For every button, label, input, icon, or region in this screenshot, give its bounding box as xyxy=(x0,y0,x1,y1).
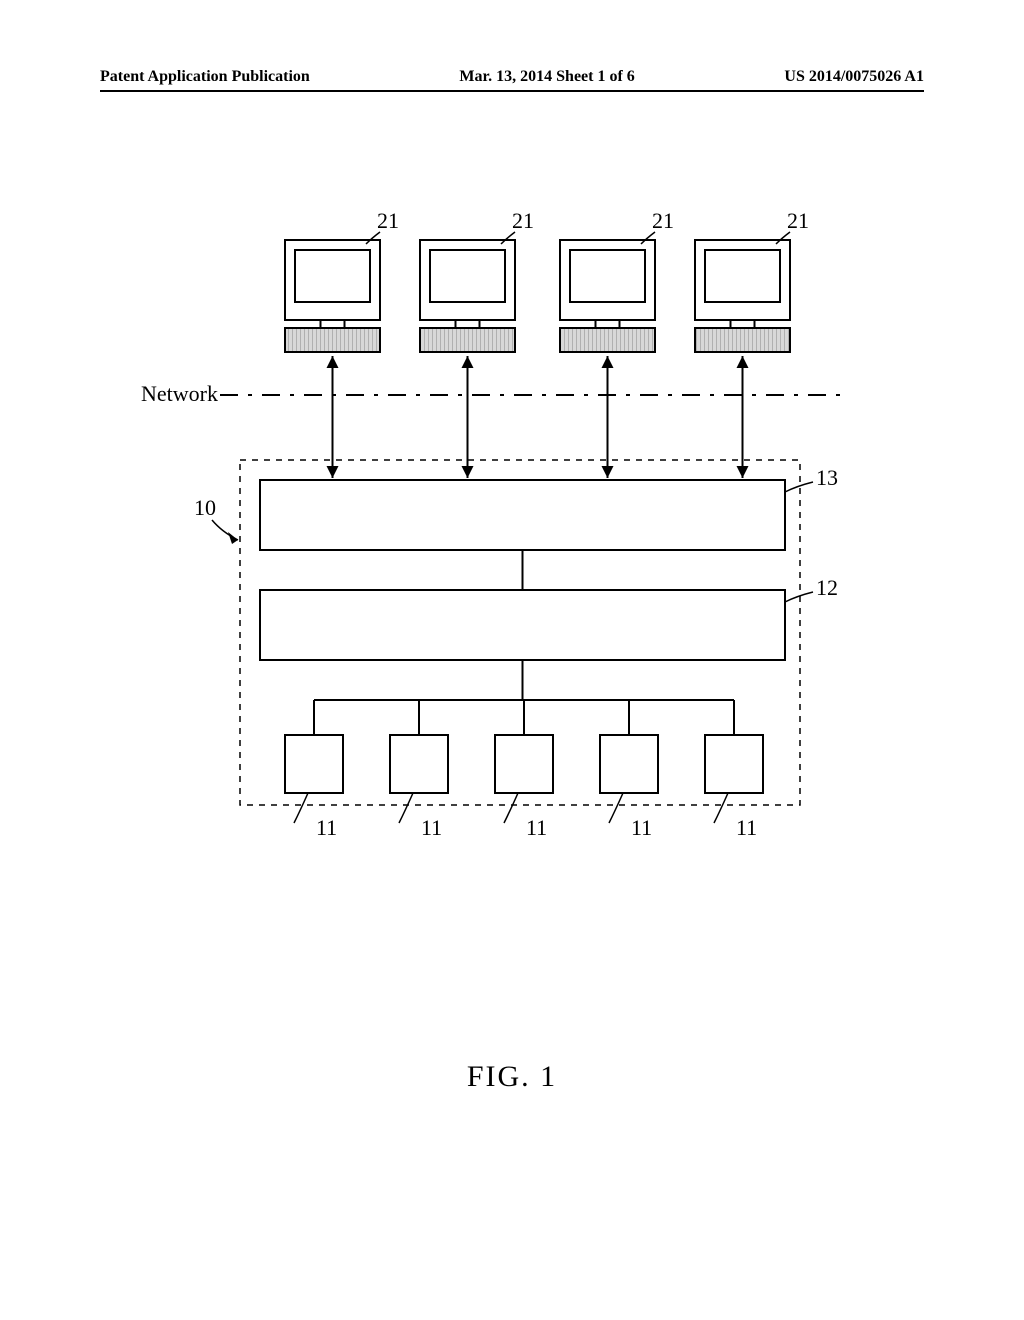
figure-diagram: 21 21 21 21 Network 10 13 12 11 11 11 11 11 xyxy=(100,200,924,1020)
diagram-svg: 21 21 21 21 Network 10 13 12 11 11 11 11 11 xyxy=(100,200,924,1020)
header-right: US 2014/0075026 A1 xyxy=(784,68,924,86)
svg-text:Network: Network xyxy=(141,381,218,406)
svg-text:21: 21 xyxy=(377,208,399,233)
svg-text:11: 11 xyxy=(736,815,757,840)
svg-text:21: 21 xyxy=(512,208,534,233)
svg-text:21: 21 xyxy=(787,208,809,233)
header-center: Mar. 13, 2014 Sheet 1 of 6 xyxy=(459,68,634,86)
svg-text:11: 11 xyxy=(421,815,442,840)
caption-text: FIG. 1 xyxy=(467,1060,557,1093)
svg-text:11: 11 xyxy=(316,815,337,840)
svg-text:11: 11 xyxy=(526,815,547,840)
header-left: Patent Application Publication xyxy=(100,68,310,86)
svg-text:11: 11 xyxy=(631,815,652,840)
svg-text:12: 12 xyxy=(816,575,838,600)
patent-header: Patent Application Publication Mar. 13, … xyxy=(100,68,924,92)
figure-caption: FIG. 1 xyxy=(0,1060,1024,1094)
svg-text:13: 13 xyxy=(816,465,838,490)
svg-text:10: 10 xyxy=(194,495,216,520)
svg-text:21: 21 xyxy=(652,208,674,233)
